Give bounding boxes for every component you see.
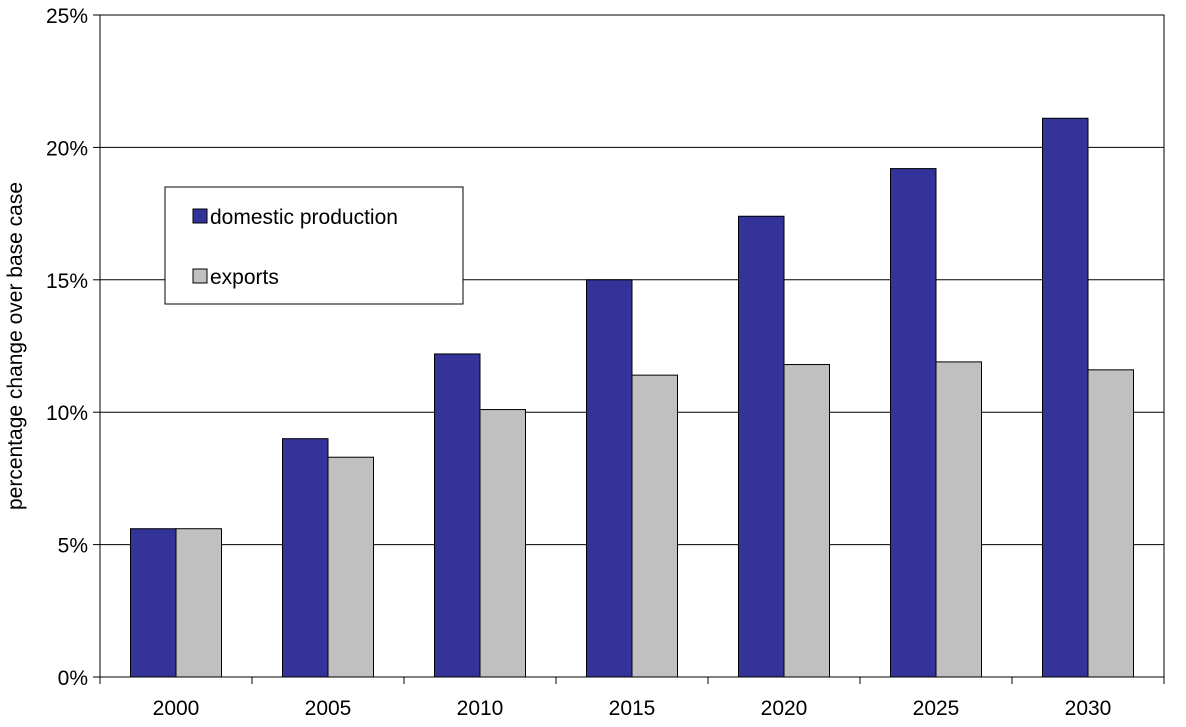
legend-items: domestic production exports <box>192 206 398 289</box>
bar-domestic-production-2030 <box>1042 117 1089 678</box>
x-tick-label: 2030 <box>1065 697 1112 720</box>
y-tick-label: 25% <box>46 5 88 28</box>
legend-label: domestic production <box>210 206 398 229</box>
x-tick-label: 2020 <box>761 697 808 720</box>
x-tick-label: 2000 <box>153 697 200 720</box>
bar-domestic-production-2025 <box>890 168 937 678</box>
bar-domestic-production-2010 <box>434 353 481 678</box>
x-tick-label: 2015 <box>609 697 656 720</box>
bars <box>130 117 1134 678</box>
bar-domestic-production-2015 <box>586 279 633 678</box>
bar-exports-2010 <box>479 409 526 678</box>
x-tick-label: 2010 <box>457 697 504 720</box>
bar-domestic-production-2020 <box>738 215 785 678</box>
bar-exports-2030 <box>1087 369 1134 678</box>
bar-exports-2015 <box>631 374 678 678</box>
legend-swatch <box>192 208 208 224</box>
bar-domestic-production-2000 <box>130 528 177 678</box>
legend-label: exports <box>210 266 279 289</box>
x-tick-label: 2025 <box>913 697 960 720</box>
y-tick-label: 10% <box>46 402 88 425</box>
legend-box <box>164 186 464 305</box>
x-tick-label: 2005 <box>305 697 352 720</box>
bar-exports-2020 <box>783 364 830 678</box>
legend: domestic production exports <box>164 186 464 305</box>
bar-exports-2000 <box>175 528 222 678</box>
y-tick-label: 5% <box>58 535 88 558</box>
bar-exports-2005 <box>327 456 374 678</box>
y-tick-label: 0% <box>58 667 88 690</box>
y-tick-label: 15% <box>46 270 88 293</box>
y-tick-label: 20% <box>46 137 88 160</box>
legend-swatch <box>192 268 208 284</box>
bar-domestic-production-2005 <box>282 438 329 678</box>
bar-exports-2025 <box>935 361 982 678</box>
y-axis-label: percentage change over base case <box>4 182 27 510</box>
axes: 0% 5% 10% 15% 20% 25% 2000 2005 2010 2015 2020 2025… <box>46 5 1165 720</box>
